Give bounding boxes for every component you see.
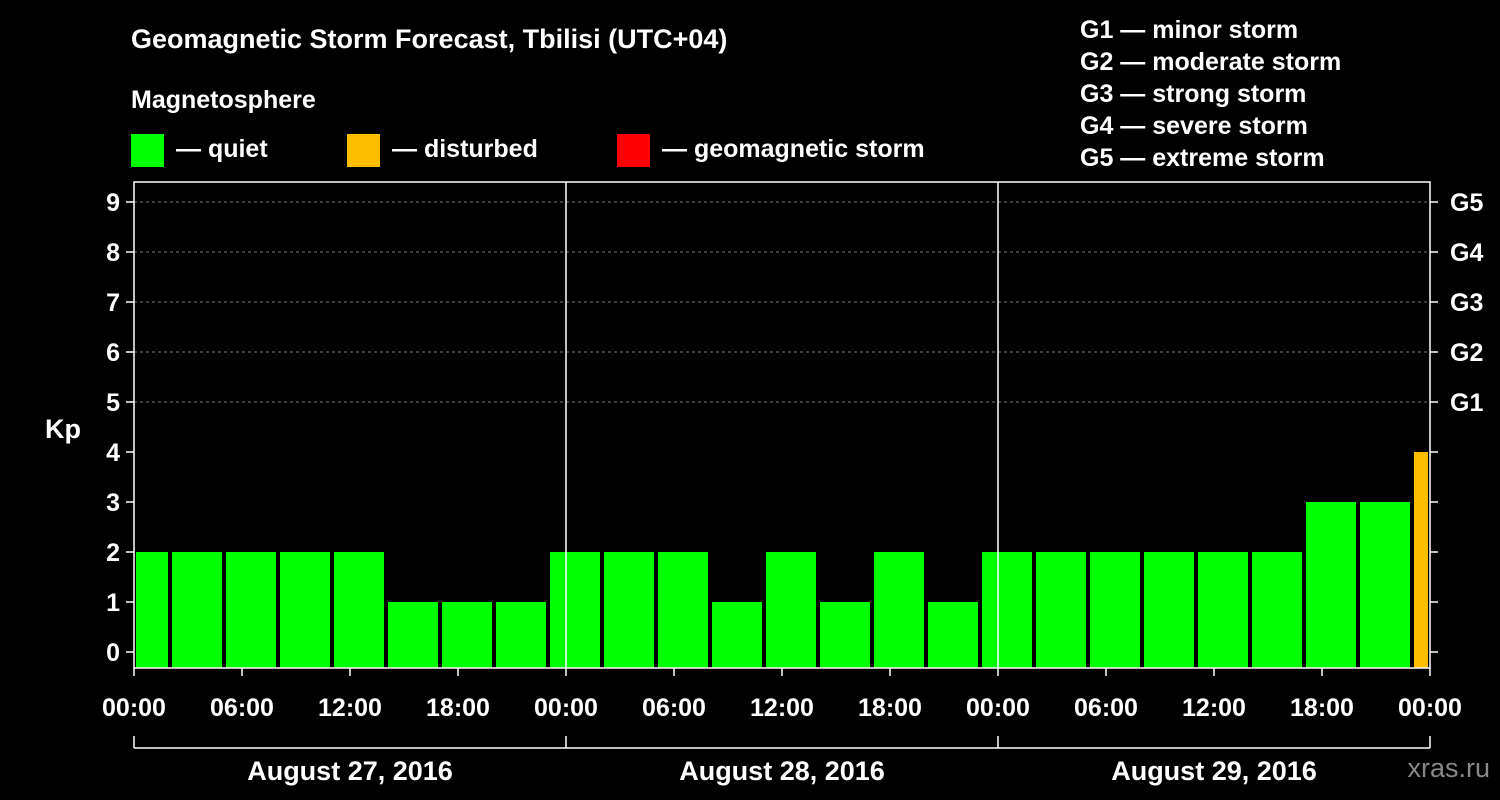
storm-level-g4: G4 — severe storm [1080,112,1308,140]
legend-swatch-quiet [131,134,164,167]
bar-22 [1306,502,1356,668]
day-label-0: August 27, 2016 [247,756,453,786]
day-label-2: August 29, 2016 [1111,756,1317,786]
ytick-label-3: 3 [106,489,120,517]
storm-level-legend: G1 — minor storm G2 — moderate storm G3 … [1080,14,1341,174]
legend-swatch-storm [617,134,650,167]
bar-12 [766,552,816,668]
bar-0 [136,552,168,668]
ytick-label-4: 4 [106,439,120,467]
xtick-label-12: 00:00 [1398,694,1462,722]
ytick-label-8: 8 [106,239,120,267]
bar-13 [820,602,870,668]
bar-8 [550,552,600,668]
bar-21 [1252,552,1302,668]
day-label-1: August 28, 2016 [679,756,885,786]
bar-15 [928,602,978,668]
xtick-label-10: 12:00 [1182,694,1246,722]
right-axis-label-g4: G4 [1450,239,1483,267]
legend-swatch-disturbed [347,134,380,167]
bar-23 [1360,502,1410,668]
storm-level-g5: G5 — extreme storm [1080,144,1325,172]
right-axis-label-g2: G2 [1450,339,1483,367]
ytick-label-0: 0 [106,639,120,667]
xtick-label-9: 06:00 [1074,694,1138,722]
storm-level-g1: G1 — minor storm [1080,16,1299,44]
bar-6 [442,602,492,668]
xtick-label-2: 12:00 [318,694,382,722]
ytick-label-6: 6 [106,339,120,367]
bar-14 [874,552,924,668]
storm-level-g2: G2 — moderate storm [1080,48,1342,76]
xtick-label-7: 18:00 [858,694,922,722]
ytick-label-1: 1 [106,589,120,617]
ytick-label-9: 9 [106,189,120,217]
right-axis-label-g1: G1 [1450,389,1483,417]
bar-10 [658,552,708,668]
bar-2 [226,552,276,668]
xtick-label-0: 00:00 [102,694,166,722]
ytick-label-2: 2 [106,539,120,567]
bar-17 [1036,552,1086,668]
bar-11 [712,602,762,668]
chart-title: Geomagnetic Storm Forecast, Tbilisi (UTC… [131,24,728,54]
bar-3 [280,552,330,668]
right-axis-label-g3: G3 [1450,289,1483,317]
bar-16 [982,552,1032,668]
right-axis-label-g5: G5 [1450,189,1483,217]
xtick-label-3: 18:00 [426,694,490,722]
xtick-label-5: 06:00 [642,694,706,722]
ytick-label-7: 7 [106,289,120,317]
legend-label-quiet: — quiet [176,135,268,163]
legend-label-disturbed: — disturbed [392,135,538,163]
bar-20 [1198,552,1248,668]
watermark: xras.ru [1407,753,1490,783]
magnetosphere-label: Magnetosphere [131,86,316,114]
bar-19 [1144,552,1194,668]
bar-5 [388,602,438,668]
storm-level-g3: G3 — strong storm [1080,80,1307,108]
xtick-label-8: 00:00 [966,694,1030,722]
bar-1 [172,552,222,668]
ytick-label-5: 5 [106,389,120,417]
bar-18 [1090,552,1140,668]
xtick-label-11: 18:00 [1290,694,1354,722]
legend-label-storm: — geomagnetic storm [662,135,925,163]
y-axis-label: Kp [45,414,81,444]
bar-24 [1414,452,1428,668]
bar-4 [334,552,384,668]
xtick-label-6: 12:00 [750,694,814,722]
xtick-label-4: 00:00 [534,694,598,722]
bar-9 [604,552,654,668]
xtick-label-1: 06:00 [210,694,274,722]
bar-7 [496,602,546,668]
